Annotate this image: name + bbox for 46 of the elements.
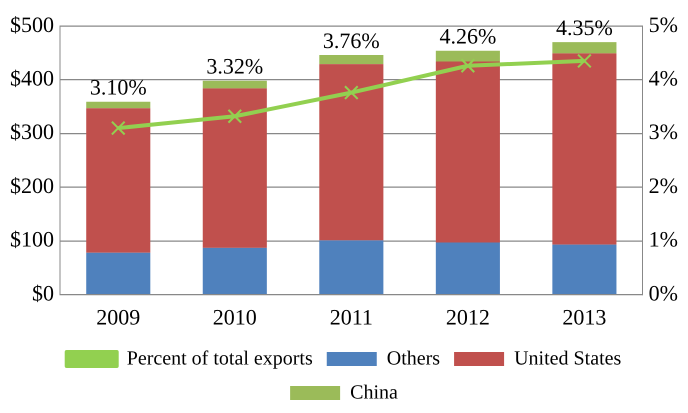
bar: [436, 61, 500, 242]
bar: [86, 108, 150, 253]
x-tick-label: 2012: [446, 304, 490, 330]
point: [344, 85, 359, 100]
y2-tick-label: 3%: [648, 119, 678, 144]
bar: [319, 64, 384, 240]
y2-tick-label: 2%: [648, 172, 678, 198]
point: [460, 58, 476, 74]
bar: [552, 42, 616, 54]
x-tick-label: 2009: [96, 304, 140, 330]
y-tick-label: $400: [10, 66, 54, 90]
legend-label: United States: [514, 347, 622, 370]
legend-label: Percent of total exports: [126, 347, 313, 370]
bar: [202, 248, 267, 294]
bar: [436, 50, 500, 62]
legend-label: China: [350, 381, 398, 404]
bar: [552, 53, 616, 245]
data-label: 4.26%: [439, 23, 496, 48]
x-tick-label: 2011: [330, 304, 373, 330]
data-label: 4.35%: [556, 14, 613, 40]
bar: [436, 242, 500, 294]
point: [227, 108, 242, 124]
bar: [86, 252, 150, 294]
y2-tick-label: 0%: [648, 280, 678, 306]
y-tick-label: $200: [10, 172, 54, 198]
y2-tick-label: 4%: [648, 66, 678, 90]
data-label: 3.10%: [90, 74, 147, 100]
y-tick-label: $100: [10, 226, 54, 252]
x-tick-label: 2013: [562, 304, 606, 330]
y2-tick-label: 5%: [648, 12, 678, 37]
legend-label: Others: [386, 347, 440, 370]
y-tick-label: $300: [10, 119, 54, 144]
bar: [552, 244, 616, 294]
y2-tick-label: 1%: [648, 226, 678, 252]
y-tick-label: $0: [32, 280, 54, 306]
bar: [319, 55, 384, 64]
data-label: 3.76%: [322, 28, 380, 53]
bar: [86, 102, 150, 108]
bar: [319, 240, 384, 294]
bar: [202, 80, 267, 88]
bar: [202, 88, 267, 248]
x-tick-label: 2010: [212, 304, 257, 330]
point: [577, 54, 592, 68]
point: [110, 120, 126, 136]
data-label: 3.32%: [206, 54, 264, 79]
y-tick-label: $500: [10, 12, 54, 37]
